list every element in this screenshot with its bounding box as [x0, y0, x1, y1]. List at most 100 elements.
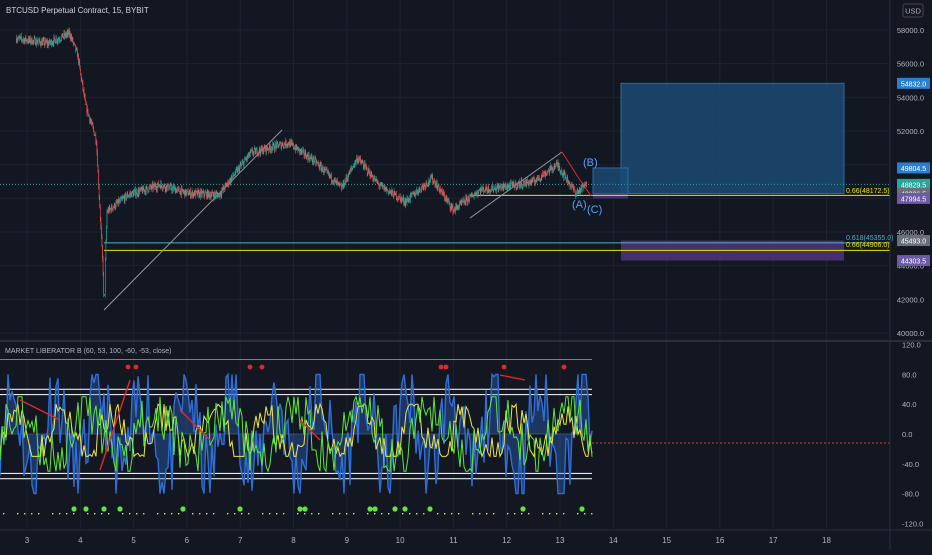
candle-body: [210, 195, 211, 198]
candle-body: [59, 39, 60, 40]
candle-body: [315, 158, 316, 159]
candle-body: [47, 42, 48, 45]
candle-body: [316, 162, 317, 163]
candle-body: [49, 40, 50, 43]
candle-body: [48, 42, 49, 45]
candle-body: [140, 189, 141, 190]
candle-body: [242, 163, 243, 164]
candle-body: [64, 33, 65, 36]
signal-tick: [101, 513, 102, 514]
candle-body: [157, 185, 158, 189]
candle-body: [123, 198, 124, 199]
candle-body: [228, 181, 229, 184]
candle-body: [144, 190, 145, 191]
candle-body: [492, 188, 493, 190]
candle-body: [446, 198, 447, 200]
candle-body: [67, 32, 68, 34]
symbol-title[interactable]: BTCUSD Perpetual Contract, 15, BYBIT: [6, 6, 149, 15]
candle-body: [533, 178, 534, 179]
candle-body: [400, 196, 401, 197]
signal-tick: [542, 513, 543, 514]
candle-body: [16, 38, 17, 42]
candle-body: [367, 168, 368, 173]
candle-body: [132, 191, 133, 192]
candle-body: [564, 172, 565, 178]
candle-body: [135, 190, 136, 191]
candle-body: [195, 191, 196, 196]
candle-body: [428, 184, 429, 185]
candle-body: [500, 187, 501, 188]
candle-body: [309, 159, 310, 161]
candle-body: [103, 259, 104, 274]
candle-body: [397, 198, 398, 199]
candle-body: [512, 184, 513, 186]
candle-body: [507, 186, 508, 188]
candle-body: [371, 173, 372, 178]
candle-body: [336, 180, 337, 181]
candle-body: [436, 184, 437, 188]
candle-body: [529, 183, 530, 185]
candle-body: [346, 177, 347, 179]
candle-body: [63, 33, 64, 38]
candle-body: [246, 159, 247, 160]
candle-body: [107, 211, 108, 212]
candle-body: [178, 188, 179, 189]
candle-body: [266, 146, 267, 152]
candle-body: [384, 186, 385, 190]
signal-tick: [444, 513, 445, 514]
candle-body: [145, 190, 146, 193]
candle-body: [518, 183, 519, 184]
candle-body: [355, 161, 356, 165]
candle-body: [563, 173, 564, 174]
candle-body: [221, 191, 222, 195]
candle-body: [421, 190, 422, 192]
signal-tick: [563, 513, 564, 514]
candle-body: [314, 162, 315, 163]
candle-body: [280, 143, 281, 144]
candle-body: [365, 163, 366, 165]
candle-body: [273, 144, 274, 145]
candle-body: [449, 201, 450, 203]
candle-body: [113, 207, 114, 208]
candle-body: [152, 185, 153, 188]
candle-body: [501, 188, 502, 190]
candle-body: [332, 181, 333, 182]
candle-body: [36, 40, 37, 45]
candle-body: [91, 120, 92, 121]
candle-body: [283, 146, 284, 147]
candle-body: [511, 183, 512, 184]
candle-body: [289, 144, 290, 145]
price-tag-label: 54832.0: [901, 81, 926, 88]
indicator-title[interactable]: MARKET LIBERATOR B (60, 53, 100, -60, -5…: [5, 348, 172, 355]
candle-body: [155, 185, 156, 188]
candle-body: [585, 183, 586, 186]
candle-body: [502, 185, 503, 188]
candle-body: [396, 193, 397, 199]
candle-body: [163, 188, 164, 189]
candle-body: [80, 70, 81, 73]
candle-body: [107, 211, 108, 227]
candle-body: [370, 176, 371, 178]
candle-body: [155, 185, 156, 187]
candle-body: [89, 115, 90, 117]
candle-body: [75, 44, 76, 45]
candle-body: [94, 131, 95, 136]
candle-body: [533, 178, 534, 181]
candle-body: [213, 192, 214, 195]
price-tick-label: 58000.0: [897, 26, 924, 35]
candle-body: [169, 188, 170, 189]
candle-body: [326, 169, 327, 170]
candle-body: [505, 187, 506, 188]
candle-body: [222, 188, 223, 191]
candle-body: [282, 144, 283, 147]
candle-body: [146, 187, 147, 193]
signal-tick: [577, 513, 578, 514]
candle-body: [136, 191, 137, 194]
time-tick-label: 10: [396, 536, 405, 545]
candle-body: [537, 178, 538, 180]
candle-body: [115, 204, 116, 209]
candle-body: [354, 166, 355, 167]
candle-body: [465, 198, 466, 204]
